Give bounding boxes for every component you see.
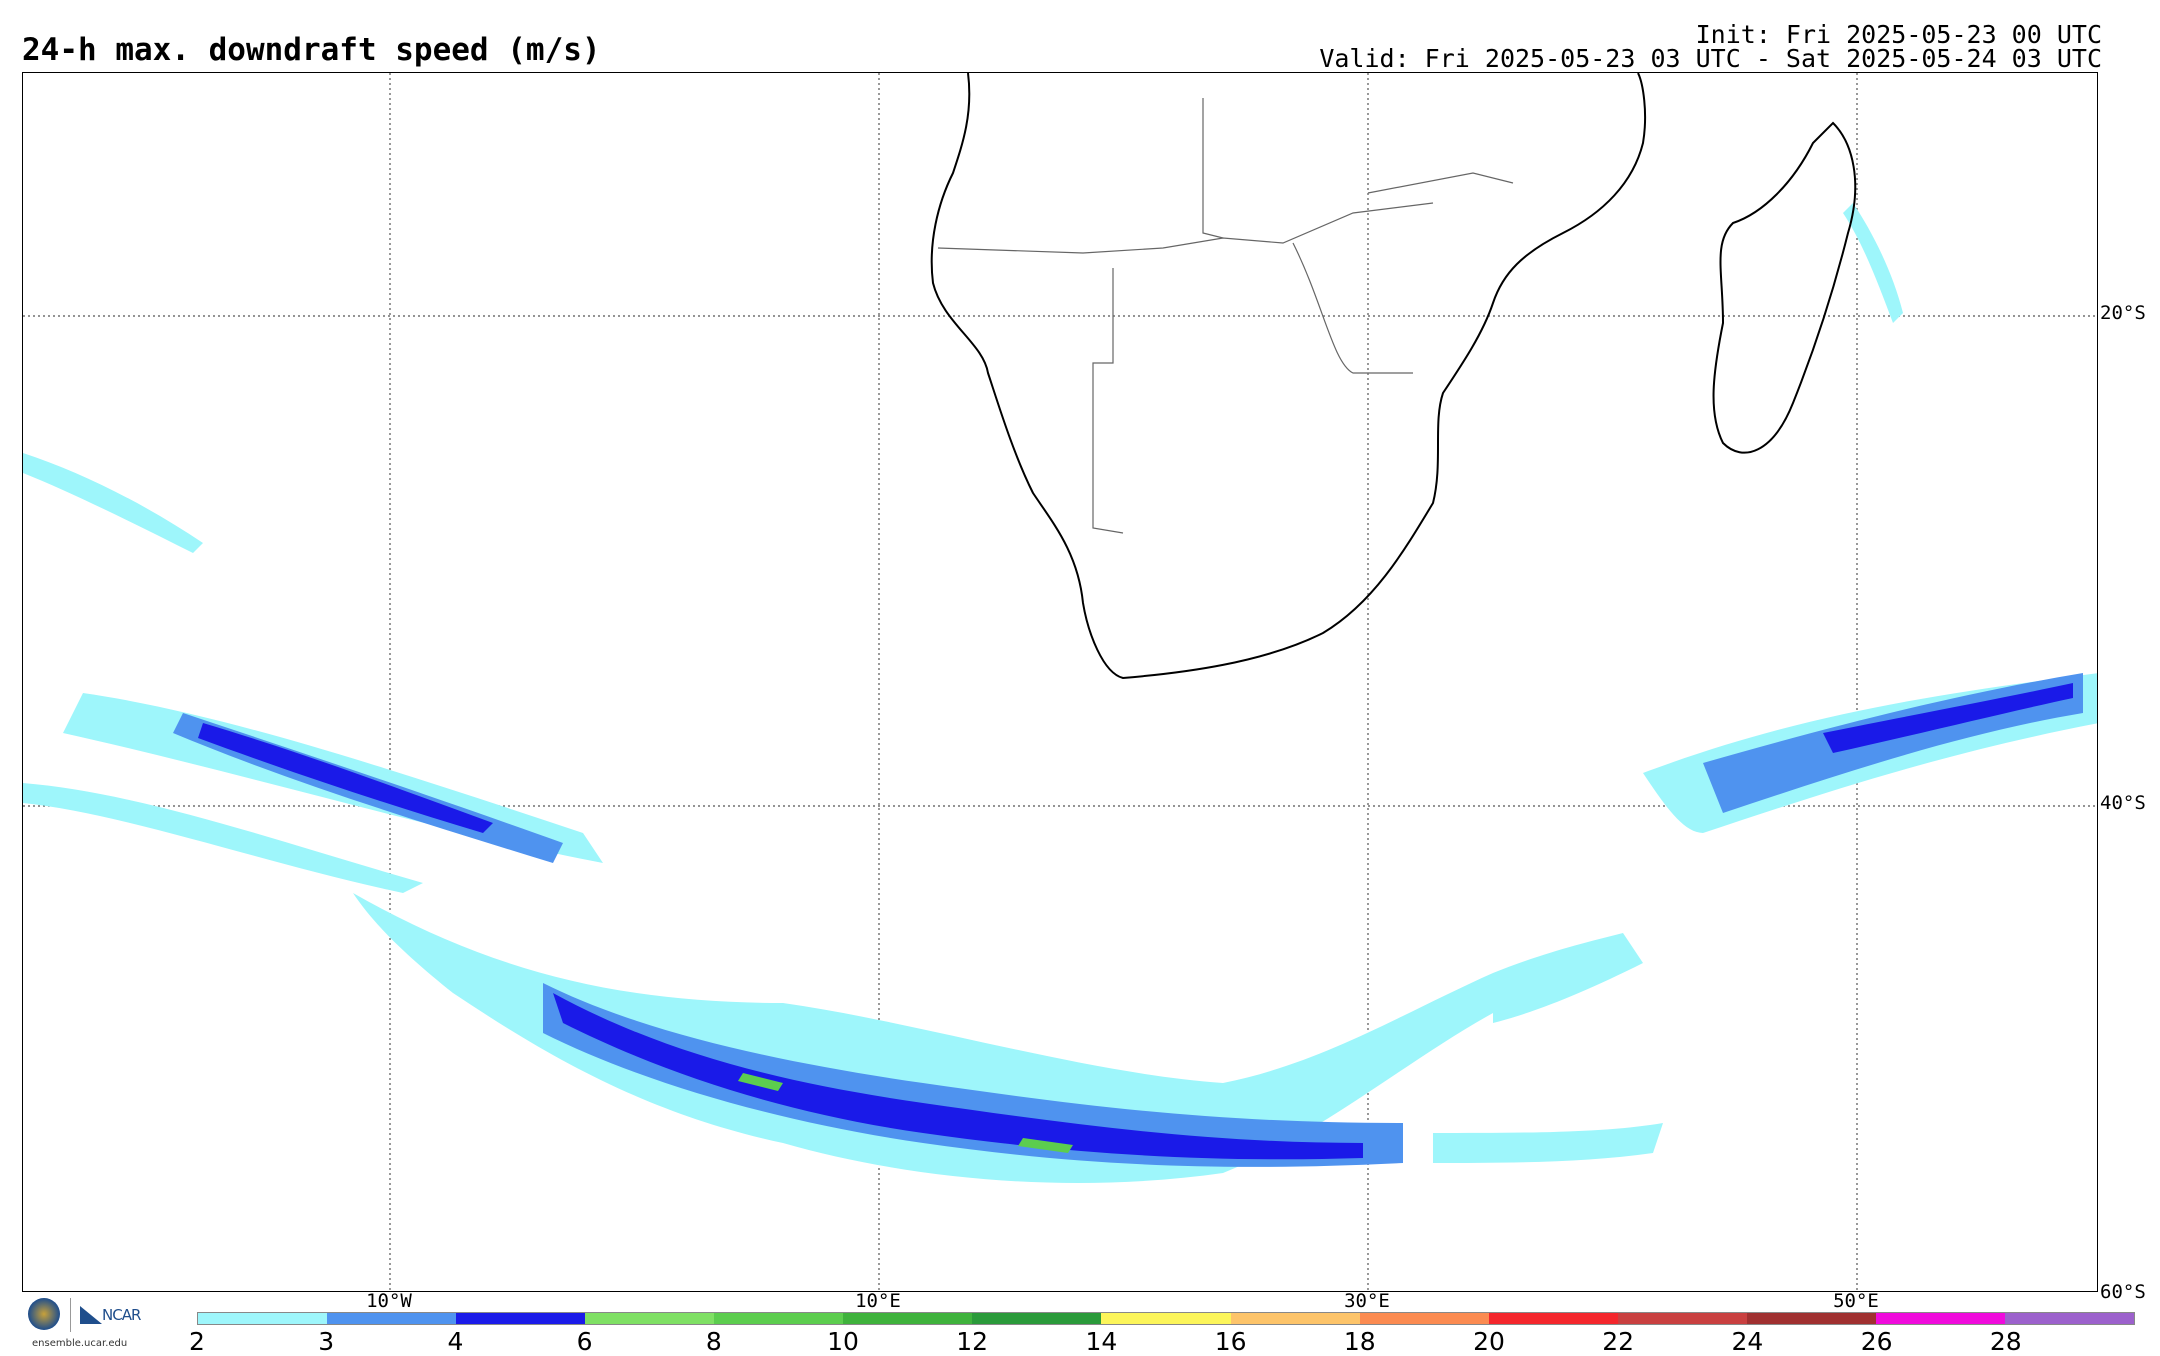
lat-label-20s: 20°S: [2100, 302, 2146, 324]
colorbar-segment: [1230, 1313, 1360, 1324]
colorbar-segment: [972, 1313, 1102, 1324]
colorbar-tick-label: 14: [1085, 1327, 1118, 1356]
colorbar-segment: [843, 1313, 973, 1324]
colorbar-segment: [456, 1313, 586, 1324]
ncar-logo-text: NCAR: [102, 1306, 141, 1324]
colorbar-tick-label: 2: [189, 1327, 205, 1356]
init-time: Init: Fri 2025-05-23 00 UTC: [1695, 20, 2102, 49]
downdraft-field-2-3: [23, 203, 2097, 1183]
colorbar-segment: [714, 1313, 844, 1324]
coastline: [930, 73, 1857, 680]
colorbar-segment: [327, 1313, 457, 1324]
lon-label-30e: 30°E: [1344, 1290, 1390, 1312]
colorbar-tick-label: 6: [576, 1327, 593, 1356]
colorbar-tick-label: 22: [1602, 1327, 1635, 1356]
colorbar-segment: [1746, 1313, 1876, 1324]
colorbar-tick-label: 20: [1473, 1327, 1505, 1356]
valid-time: Valid: Fri 2025-05-23 03 UTC - Sat 2025-…: [1319, 44, 2102, 73]
colorbar: [197, 1312, 2135, 1325]
map-panel[interactable]: [22, 72, 2098, 1292]
map-title: 24-h max. downdraft speed (m/s): [22, 32, 601, 68]
lat-label-60s: 60°S: [2100, 1281, 2146, 1303]
map-svg: [23, 73, 2097, 1291]
colorbar-tick-label: 12: [956, 1327, 989, 1356]
colorbar-tick-label: 3: [318, 1327, 335, 1356]
colorbar-segment: [1617, 1313, 1747, 1324]
logo-divider: [70, 1298, 71, 1332]
colorbar-tick-label: 26: [1860, 1327, 1893, 1356]
colorbar-segment: [1359, 1313, 1489, 1324]
ensemble-url: ensemble.ucar.edu: [32, 1338, 128, 1349]
colorbar-segment: [1875, 1313, 2005, 1324]
colorbar-tick-label: 10: [827, 1327, 859, 1356]
colorbar-segment: [2004, 1313, 2134, 1324]
colorbar-segment: [1101, 1313, 1231, 1324]
colorbar-tick-label: 4: [447, 1327, 464, 1356]
lon-label-10e: 10°E: [855, 1290, 901, 1312]
downdraft-field-4-6: [198, 683, 2073, 1160]
colorbar-segment: [198, 1313, 328, 1324]
lon-label-50e: 50°E: [1833, 1290, 1879, 1312]
downdraft-field-8-10: [738, 1073, 1073, 1153]
colorbar-tick-label: 28: [1989, 1327, 2022, 1356]
colorbar-tick-label: 24: [1731, 1327, 1764, 1356]
colorbar-tick-label: 8: [705, 1327, 722, 1356]
lat-label-40s: 40°S: [2100, 792, 2146, 814]
colorbar-segment: [1488, 1313, 1618, 1324]
colorbar-segment: [585, 1313, 715, 1324]
country-borders: [937, 98, 1514, 534]
lon-label-10w: 10°W: [366, 1290, 412, 1312]
nsf-logo-icon: [28, 1298, 60, 1330]
colorbar-tick-label: 18: [1343, 1327, 1376, 1356]
ncar-logo-icon: [80, 1306, 102, 1324]
colorbar-tick-label: 16: [1214, 1327, 1247, 1356]
